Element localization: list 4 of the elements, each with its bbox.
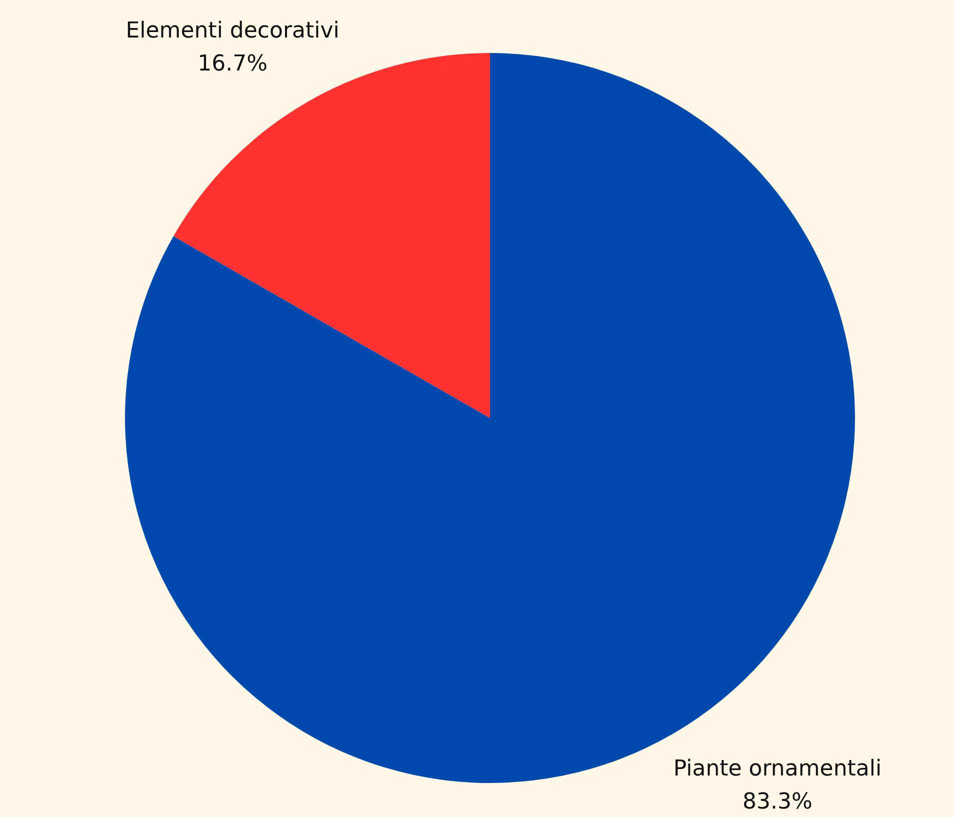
data-label: 16.7% [198, 52, 268, 77]
data-label: 83.3% [742, 790, 812, 815]
slice-label: Elementi decorativi [126, 18, 340, 44]
slice-label: Piante ornamentali [673, 756, 882, 782]
